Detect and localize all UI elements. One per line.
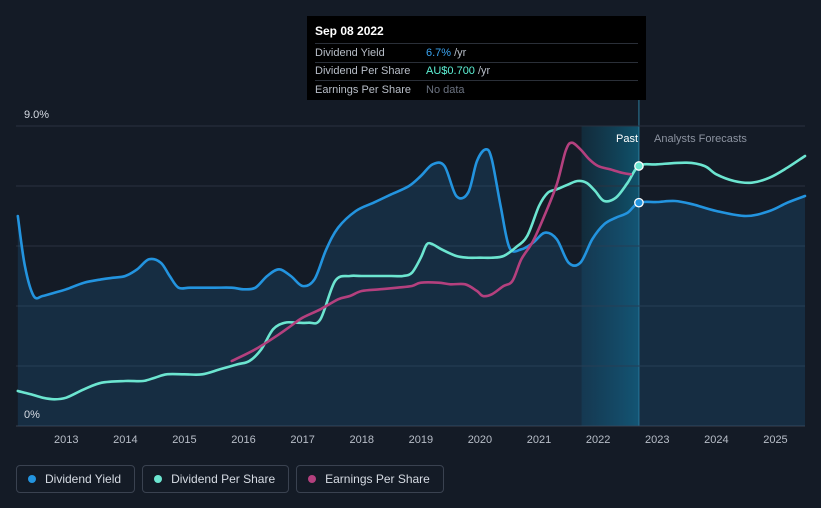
tooltip: Sep 08 2022 Dividend Yield 6.7% /yr Divi… — [307, 16, 646, 100]
tooltip-value: No data — [426, 83, 465, 96]
y-tick-label: 0% — [24, 409, 40, 421]
legend-item-dividend-per-share[interactable]: Dividend Per Share — [142, 465, 290, 493]
legend-label: Dividend Per Share — [171, 472, 276, 486]
tooltip-row-earnings-per-share: Earnings Per Share No data — [315, 80, 638, 99]
legend-item-earnings-per-share[interactable]: Earnings Per Share — [296, 465, 444, 493]
legend-dot-icon — [308, 475, 317, 483]
legend-dot-icon — [28, 475, 36, 483]
x-tick-label: 2016 — [231, 434, 255, 446]
x-tick-label: 2019 — [409, 434, 433, 446]
dividend-yield-area — [17, 149, 806, 426]
dividend-per-share-marker — [634, 161, 644, 171]
y-tick-label: 9.0% — [24, 109, 49, 121]
tooltip-date: Sep 08 2022 — [315, 24, 384, 38]
x-tick-label: 2020 — [468, 434, 492, 446]
tooltip-row-dividend-yield: Dividend Yield 6.7% /yr — [315, 43, 638, 62]
x-tick-label: 2021 — [527, 434, 551, 446]
x-tick-label: 2018 — [349, 434, 373, 446]
tooltip-value: AU$0.700 — [426, 65, 475, 78]
x-tick-label: 2022 — [586, 434, 610, 446]
tooltip-unit: /yr — [477, 65, 491, 78]
tooltip-unit: /yr — [454, 46, 467, 59]
forecast-label: Analysts Forecasts — [654, 133, 747, 145]
x-tick-label: 2023 — [645, 434, 669, 446]
dividend-yield-line — [16, 147, 807, 300]
x-tick-label: 2017 — [290, 434, 314, 446]
legend: Dividend Yield Dividend Per Share Earnin… — [16, 465, 444, 493]
x-tick-label: 2025 — [763, 434, 787, 446]
x-tick-label: 2015 — [172, 434, 196, 446]
x-tick-label: 2013 — [54, 434, 78, 446]
tooltip-label: Dividend Yield — [315, 46, 385, 59]
legend-label: Earnings Per Share — [325, 472, 430, 486]
earnings-per-share-line — [230, 141, 632, 363]
tooltip-value: 6.7% — [426, 46, 452, 59]
tooltip-label: Dividend Per Share — [315, 65, 411, 78]
past-label: Past — [616, 133, 638, 145]
dividend-yield-marker — [634, 197, 644, 208]
tooltip-row-dividend-per-share: Dividend Per Share AU$0.700 /yr — [315, 61, 638, 81]
x-tick-label: 2014 — [113, 434, 137, 446]
dividend-per-share-line — [16, 154, 807, 401]
past-region-band — [581, 126, 639, 426]
legend-dot-icon — [154, 475, 163, 483]
legend-label: Dividend Yield — [45, 472, 122, 486]
x-tick-label: 2024 — [704, 434, 728, 446]
tooltip-label: Earnings Per Share — [315, 83, 411, 96]
legend-item-dividend-yield[interactable]: Dividend Yield — [16, 465, 136, 493]
